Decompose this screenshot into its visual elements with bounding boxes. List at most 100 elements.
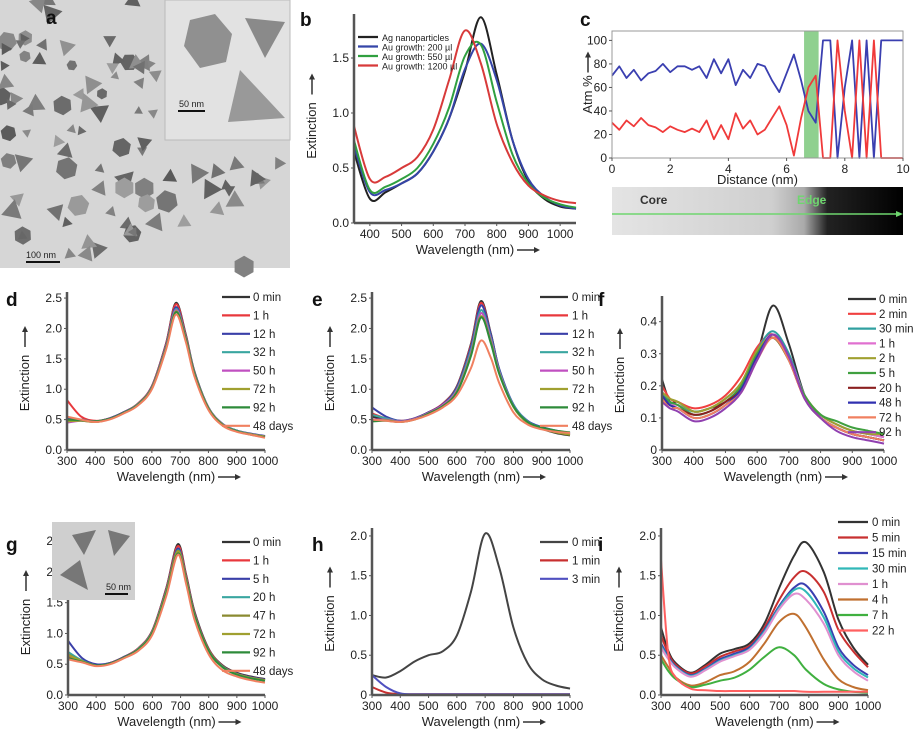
x-axis-label: Wavelength (nm) xyxy=(715,714,814,729)
series-line-7 xyxy=(66,313,266,439)
tem-particle xyxy=(1,42,13,56)
y-tick-label: 0.5 xyxy=(639,648,656,662)
tem-particle xyxy=(162,168,178,182)
legend-label: 2 h xyxy=(879,353,895,365)
tem-particle xyxy=(147,60,156,69)
tem-particle xyxy=(156,190,178,213)
x-tick-label: 600 xyxy=(740,699,760,713)
x-tick-label: 700 xyxy=(455,227,475,241)
g-inset: 50 nm xyxy=(52,522,135,600)
series-line-0 xyxy=(611,39,903,159)
x-tick-label: 900 xyxy=(227,699,247,713)
tem-particle xyxy=(204,178,223,200)
x-axis-label: Wavelength (nm) xyxy=(724,469,823,484)
tem-particle xyxy=(15,40,26,49)
tem-particle xyxy=(133,77,145,89)
series-line-5 xyxy=(66,310,266,438)
inset-triangle xyxy=(72,530,96,555)
legend-label: 5 h xyxy=(253,574,269,586)
series-line-6 xyxy=(66,311,266,439)
legend-label: 92 h xyxy=(572,402,594,414)
legend-label: 47 h xyxy=(253,611,275,623)
x-tick-label: 500 xyxy=(419,699,439,713)
tem-particle xyxy=(229,156,245,171)
tem-particle xyxy=(6,99,17,110)
y-tick-label: 0.0 xyxy=(332,216,349,230)
legend-label: 1 h xyxy=(572,310,588,322)
tem-particle xyxy=(22,129,31,138)
y-tick-label: 0.0 xyxy=(45,443,62,457)
panel-f: 300 400 500 600 700 800 900 1000 0 0.1 0.2 0.3 0.4 Wa… xyxy=(598,290,914,484)
series-line-5 xyxy=(660,612,869,692)
panel-e: 300 400 500 600 700 800 900 1000 0.0 0.5 1.0 1.5 2.0… xyxy=(312,290,613,484)
legend-label: 72 h xyxy=(253,629,275,641)
y-tick-label: 2.5 xyxy=(45,291,62,305)
y-tick-label: 0 xyxy=(650,443,657,457)
y-tick-label: 0.2 xyxy=(640,379,657,393)
y-tick-label: 2.0 xyxy=(45,321,62,335)
x-tick-label: 400 xyxy=(390,454,410,468)
y-tick-label: 1.0 xyxy=(45,382,62,396)
y-tick-label: 60 xyxy=(594,80,608,94)
x-tick-label: 300 xyxy=(652,454,672,468)
legend-label: 72 h xyxy=(572,384,594,396)
inset-hexagon xyxy=(184,14,232,68)
y-tick-label: 80 xyxy=(594,57,608,71)
y-tick-label: 1.0 xyxy=(350,382,367,396)
arrow-up-icon xyxy=(22,326,28,332)
x-tick-label: 500 xyxy=(114,699,134,713)
tem-particle xyxy=(32,51,47,65)
tem-particle xyxy=(0,153,17,169)
arrow-right-icon xyxy=(235,474,241,480)
tem-particle xyxy=(211,163,226,179)
x-tick-label: 1000 xyxy=(252,454,279,468)
legend-label: Au growth: 200 µl xyxy=(382,43,452,53)
legend-label: 48 days xyxy=(572,421,613,433)
panel-label-f: f xyxy=(598,290,605,311)
tem-particle xyxy=(36,38,47,51)
legend-label: 15 min xyxy=(872,548,907,560)
y-tick-label: 0.5 xyxy=(350,648,367,662)
legend-label: 3 min xyxy=(572,574,600,586)
series-line-2 xyxy=(353,40,577,209)
x-tick-label: 300 xyxy=(57,454,77,468)
tem-particle xyxy=(0,73,15,89)
arrow-up-icon xyxy=(616,566,622,573)
legend-label: 1 min xyxy=(572,555,600,567)
tem-particles xyxy=(0,0,287,278)
legend-label: Au growth: 550 µl xyxy=(382,52,452,62)
legend-label: 0 min xyxy=(253,292,281,304)
legend-label: 0 min xyxy=(879,294,907,306)
legend-label: 50 h xyxy=(572,366,594,378)
tem-particle xyxy=(147,109,158,119)
series-line-3 xyxy=(371,309,571,435)
legend-label: 1 h xyxy=(872,579,888,591)
legend-label: 72 h xyxy=(253,384,275,396)
legend-label: 5 min xyxy=(872,533,900,545)
legend-label: 50 h xyxy=(253,366,275,378)
y-tick-label: 40 xyxy=(594,104,608,118)
tem-particle xyxy=(14,154,34,173)
x-tick-label: 400 xyxy=(86,699,106,713)
legend-label: 0 min xyxy=(572,537,600,549)
arrow-up-icon xyxy=(327,566,333,573)
y-tick-label: 1.5 xyxy=(639,569,656,583)
x-axis-label: Distance (nm) xyxy=(717,172,798,187)
y-tick-label: 2.0 xyxy=(639,529,656,543)
legend-label: Ag nanoparticles xyxy=(382,33,450,43)
tem-particle xyxy=(134,106,143,114)
x-tick-label: 900 xyxy=(532,699,552,713)
x-tick-label: 400 xyxy=(360,227,380,241)
legend-label: 2 min xyxy=(879,309,907,321)
y-tick-label: 0.3 xyxy=(640,347,657,361)
series-line-8 xyxy=(661,336,885,442)
tem-particle xyxy=(127,227,137,237)
x-tick-label: 500 xyxy=(114,454,134,468)
tem-particle xyxy=(22,104,34,117)
legend-label: 7 h xyxy=(872,610,888,622)
inset-triangle xyxy=(60,560,88,590)
y-tick-label: 0.0 xyxy=(350,443,367,457)
legend-label: 20 h xyxy=(253,592,275,604)
x-tick-label: 700 xyxy=(779,454,799,468)
